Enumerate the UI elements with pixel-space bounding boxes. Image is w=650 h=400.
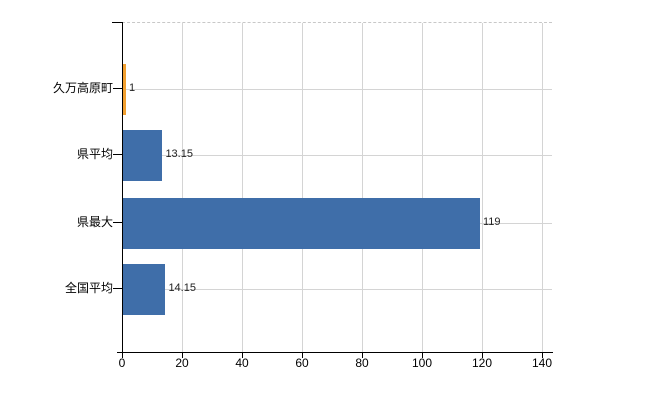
vertical-gridline <box>242 23 243 353</box>
vertical-gridline <box>482 23 483 353</box>
x-tick-label-100: 100 <box>411 356 433 370</box>
vertical-gridline <box>422 23 423 353</box>
horizontal-gridline <box>122 89 552 90</box>
x-tick-0 <box>122 353 123 358</box>
vertical-gridline <box>302 23 303 353</box>
category-label-national-average: 全国平均 <box>64 281 113 295</box>
x-axis-line <box>117 352 553 353</box>
y-tick-pref-max <box>113 222 122 223</box>
category-label-pref-max: 県最大 <box>76 215 113 229</box>
y-tick-kumakogen-town <box>113 88 122 89</box>
x-tick-120 <box>482 353 483 358</box>
bar-kumakogen-town <box>123 63 126 115</box>
bar-value-label-pref-max: 119 <box>483 216 501 228</box>
x-tick-label-80: 80 <box>355 356 369 370</box>
x-tick-40 <box>242 353 243 358</box>
bar-pref-max <box>123 197 480 249</box>
plot-area <box>122 22 552 353</box>
y-axis-top-tick <box>112 22 122 23</box>
x-tick-label-120: 120 <box>471 356 493 370</box>
bar-value-label-kumakogen-town: 1 <box>129 82 136 94</box>
vertical-gridline <box>182 23 183 353</box>
category-label-kumakogen-town: 久万高原町 <box>52 81 113 95</box>
y-tick-national-average <box>113 288 122 289</box>
bar-national-average <box>123 263 166 315</box>
bar-pref-average <box>123 129 163 181</box>
vertical-gridline <box>542 23 543 353</box>
horizontal-gridline <box>122 289 552 290</box>
category-label-pref-average: 県平均 <box>76 147 113 161</box>
x-tick-label-40: 40 <box>235 356 249 370</box>
x-tick-100 <box>422 353 423 358</box>
y-axis-line <box>122 22 123 352</box>
bar-value-label-national-average: 14.15 <box>168 282 196 294</box>
horizontal-gridline <box>122 155 552 156</box>
x-tick-label-20: 20 <box>175 356 189 370</box>
vertical-gridline <box>362 23 363 353</box>
bar-value-label-pref-average: 13.15 <box>165 148 193 160</box>
y-tick-pref-average <box>113 154 122 155</box>
x-tick-label-140: 140 <box>531 356 553 370</box>
x-tick-label-0: 0 <box>118 356 126 370</box>
x-tick-80 <box>362 353 363 358</box>
x-tick-60 <box>302 353 303 358</box>
x-tick-label-60: 60 <box>295 356 309 370</box>
x-tick-20 <box>182 353 183 358</box>
x-tick-140 <box>542 353 543 358</box>
